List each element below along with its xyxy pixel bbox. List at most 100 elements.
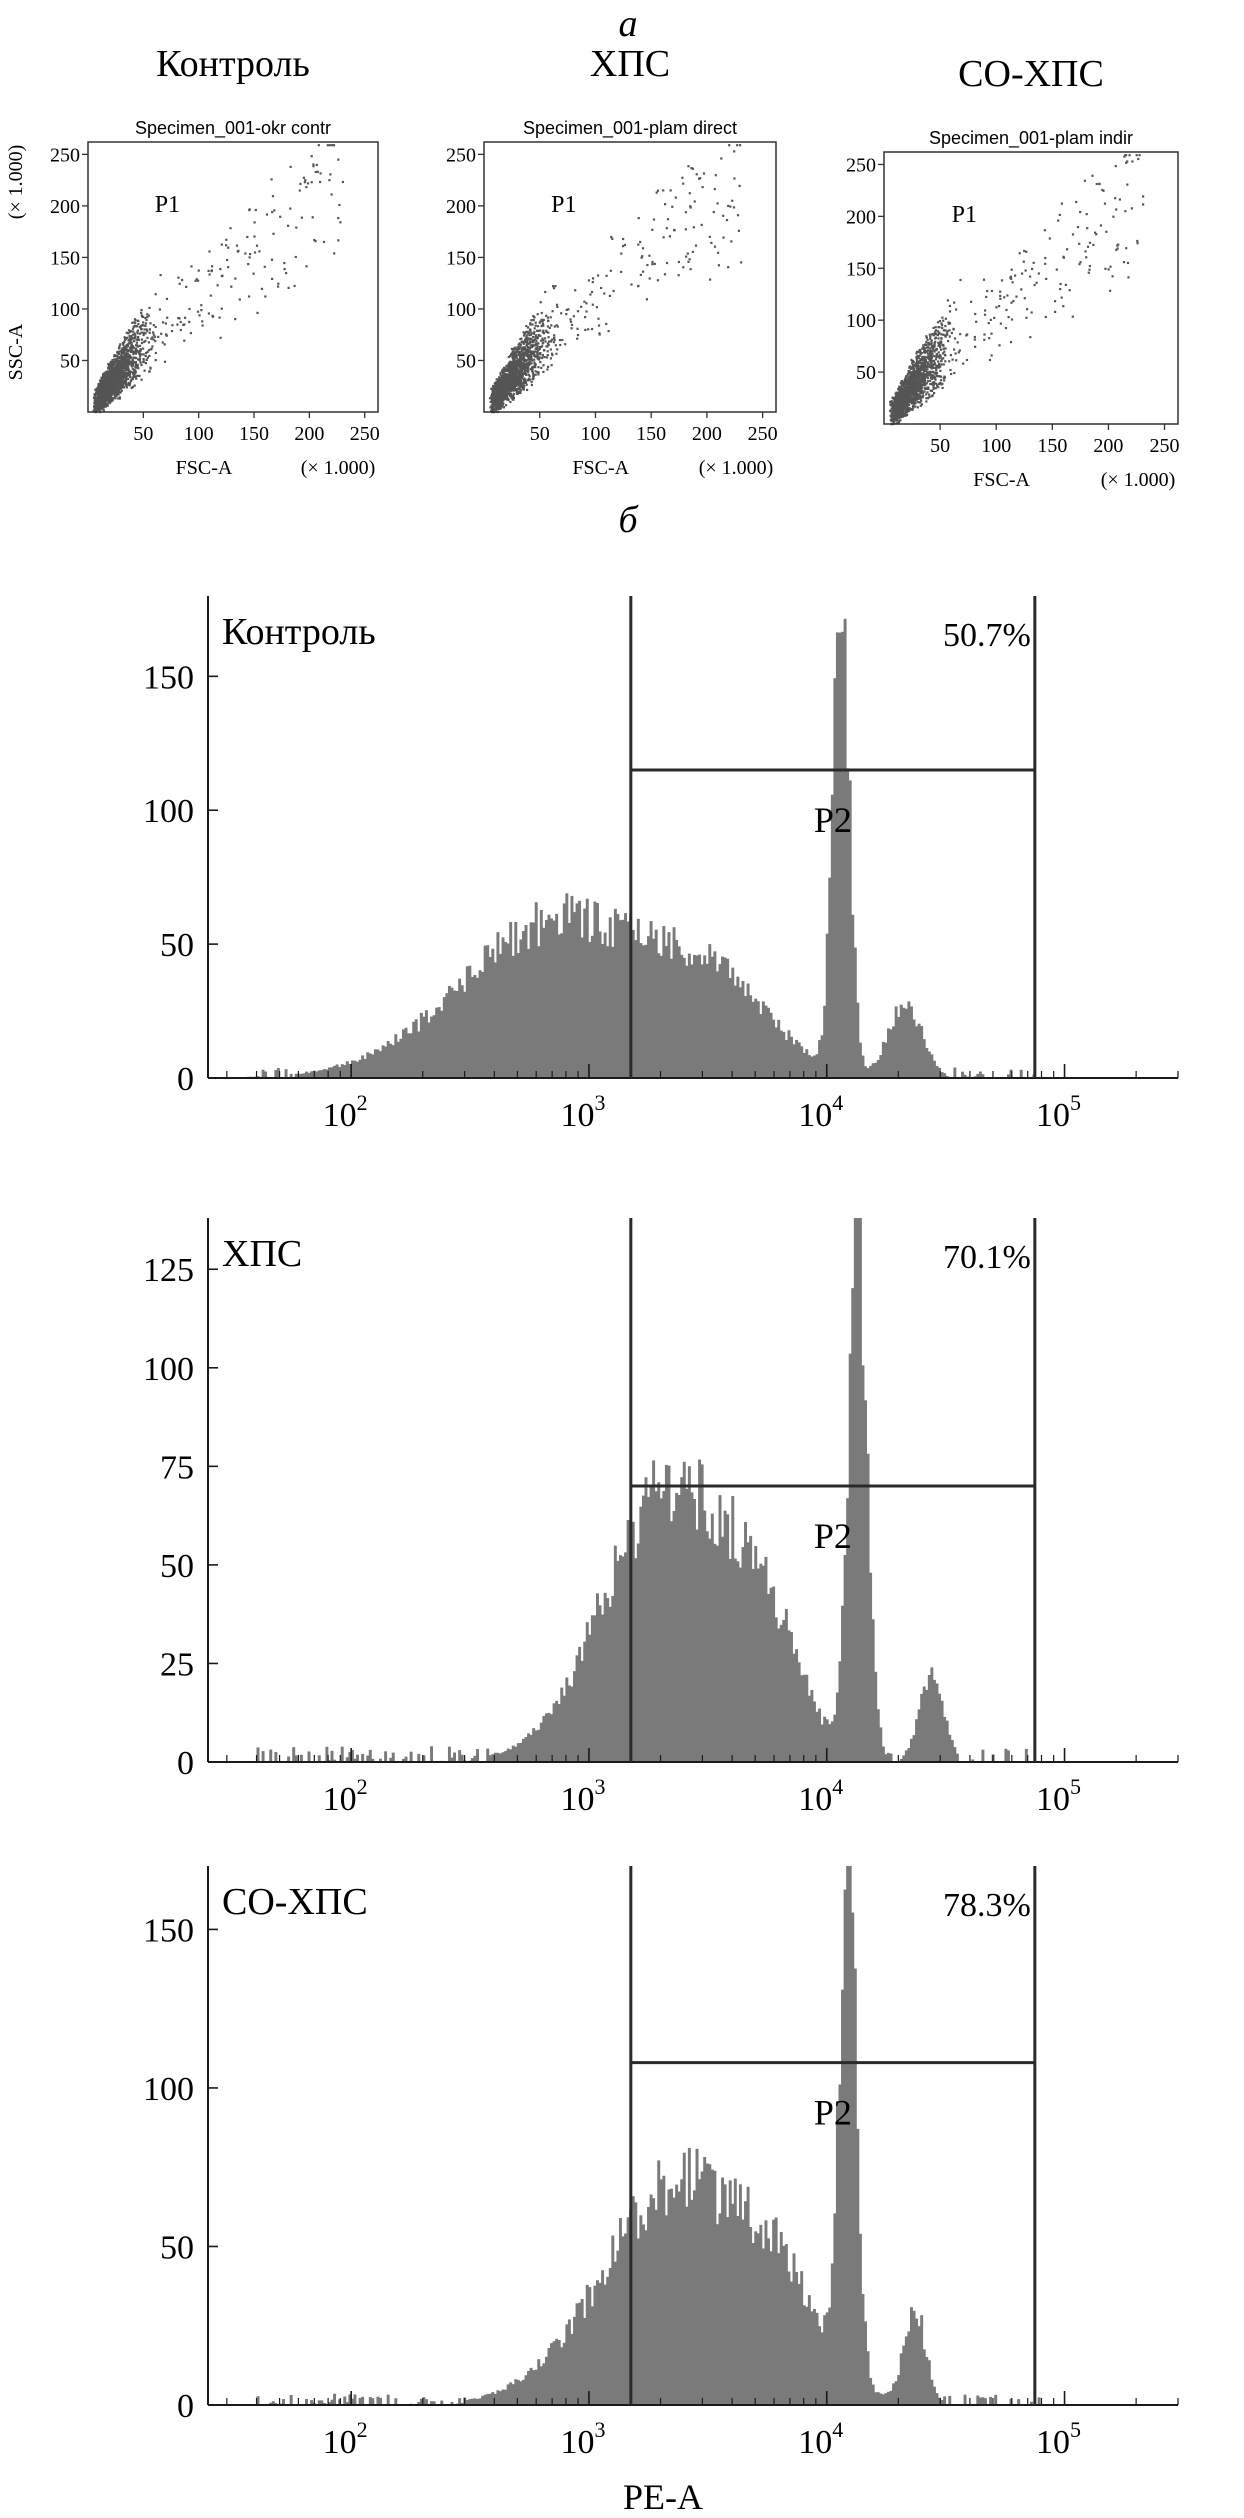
scatter-point	[512, 389, 516, 392]
y-tick-label: 200	[446, 196, 476, 218]
scatter-point	[225, 238, 228, 241]
scatter-point	[906, 413, 909, 417]
scatter-point	[927, 387, 930, 391]
scatter-point	[517, 343, 520, 346]
scatter-point	[1000, 279, 1004, 282]
scatter-point	[894, 413, 897, 416]
scatter-point	[518, 381, 521, 384]
scatter-point	[923, 343, 927, 346]
scatter-point	[329, 173, 332, 176]
scatter-point	[110, 362, 113, 365]
scatter-point	[545, 314, 548, 317]
scatter-point	[115, 358, 118, 361]
scatter-point	[161, 341, 164, 344]
scatter-point	[142, 321, 145, 324]
scatter-point	[712, 211, 715, 214]
scatter-point	[491, 402, 494, 405]
scatter-point	[902, 385, 905, 388]
scatter-point	[120, 359, 123, 362]
scatter-point	[913, 373, 916, 376]
scatter-point	[529, 328, 532, 331]
scatter-point	[112, 383, 115, 387]
scatter-point	[524, 348, 527, 351]
scatter-point	[940, 359, 943, 362]
scatter-point	[513, 364, 516, 367]
scatter-point	[505, 404, 508, 407]
scatter-point	[554, 285, 557, 288]
scatter-point	[113, 378, 116, 381]
scatter-point	[1084, 250, 1087, 253]
scatter-point	[1127, 276, 1130, 279]
x-axis-unit: (× 1.000)	[301, 457, 376, 479]
scatter-point	[1114, 165, 1117, 168]
scatter-point	[127, 356, 131, 359]
scatter-point	[530, 358, 533, 361]
scatter-point	[502, 378, 505, 381]
scatter-dots	[92, 144, 344, 414]
scatter-point	[99, 400, 102, 403]
scatter-point	[653, 262, 656, 265]
scatter-point	[915, 350, 919, 353]
scatter-point	[1131, 160, 1134, 163]
scatter-point	[166, 316, 169, 319]
scatter-point	[561, 338, 564, 342]
scatter-point	[110, 364, 113, 367]
scatter-point	[125, 331, 128, 334]
scatter-point	[494, 393, 498, 396]
scatter-point	[956, 341, 959, 344]
scatter-point	[119, 343, 122, 346]
scatter-point	[916, 390, 919, 393]
scatter-point	[529, 340, 532, 343]
scatter-point	[932, 374, 935, 377]
scatter-point	[524, 369, 527, 372]
scatter-point	[139, 361, 142, 364]
scatter-point	[133, 336, 136, 339]
scatter-point	[326, 144, 329, 147]
scatter-point	[695, 173, 698, 176]
scatter-point	[207, 269, 210, 272]
scatter-point	[914, 391, 917, 394]
scatter-point	[499, 403, 502, 406]
scatter-point	[525, 325, 528, 328]
scatter-point	[517, 359, 520, 362]
scatter-point	[490, 404, 493, 407]
scatter-point	[919, 366, 922, 369]
scatter-point	[544, 337, 547, 340]
scatter-point	[198, 314, 201, 317]
scatter-point	[983, 333, 986, 336]
scatter-point	[915, 389, 918, 392]
scatter-point	[520, 363, 523, 366]
scatter-point	[906, 380, 909, 383]
scatter-point	[102, 374, 105, 377]
scatter-point	[536, 347, 539, 350]
scatter-point	[497, 406, 500, 409]
scatter-point	[125, 344, 128, 347]
scatter-point	[554, 344, 557, 347]
scatter-point	[923, 381, 926, 384]
scatter-point	[515, 380, 518, 383]
scatter-point	[341, 180, 344, 184]
scatter-point	[929, 353, 932, 356]
scatter-point	[99, 388, 102, 391]
scatter-point	[285, 272, 288, 275]
scatter-point	[523, 340, 526, 344]
scatter-point	[689, 205, 692, 208]
scatter-point	[500, 400, 503, 403]
scatter-point	[147, 314, 150, 317]
scatter-point	[570, 323, 574, 326]
scatter-point	[732, 206, 736, 209]
scatter-point	[104, 380, 107, 384]
scatter-point	[896, 399, 899, 402]
scatter-point	[939, 355, 942, 358]
scatter-point	[515, 361, 518, 364]
scatter-point	[109, 372, 112, 375]
scatter-point	[899, 419, 902, 422]
scatter-point	[511, 378, 514, 381]
scatter-point	[1142, 195, 1145, 198]
scatter-point	[511, 395, 514, 398]
scatter-point	[931, 377, 934, 380]
scatter-point	[541, 337, 544, 340]
scatter-point	[958, 349, 961, 352]
scatter-point	[315, 163, 318, 166]
scatter-point	[1025, 250, 1028, 253]
